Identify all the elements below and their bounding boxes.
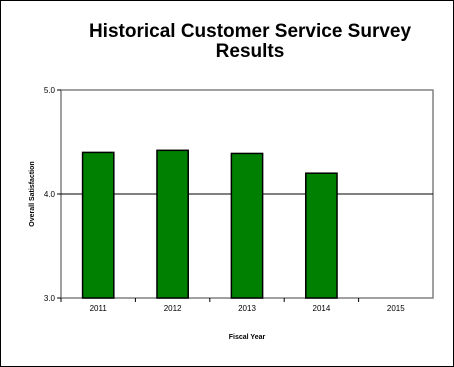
x-tick-label: 2013 (238, 304, 256, 313)
bar-2012 (156, 149, 189, 299)
bars (81, 149, 338, 299)
bar-2014 (305, 172, 338, 299)
bar-2011 (81, 151, 115, 299)
y-tick-label: 3.0 (44, 294, 56, 303)
x-axis-ticks: 2011 2012 2013 2014 2015 (60, 298, 405, 313)
x-tick-label: 2014 (313, 304, 331, 313)
x-axis-title: Fiscal Year (229, 334, 266, 341)
x-tick-label: 2012 (164, 304, 182, 313)
y-axis-title: Overall Satisfaction (29, 161, 36, 226)
y-tick-label: 4.0 (44, 190, 56, 199)
x-tick-label: 2011 (90, 304, 108, 313)
x-tick-label: 2015 (387, 304, 405, 313)
chart-title: Historical Customer Service Survey Resul… (88, 21, 412, 62)
y-tick-label: 5.0 (44, 86, 56, 95)
bar-2013 (230, 152, 264, 299)
y-axis-ticks: 3.0 4.0 5.0 (44, 86, 61, 303)
